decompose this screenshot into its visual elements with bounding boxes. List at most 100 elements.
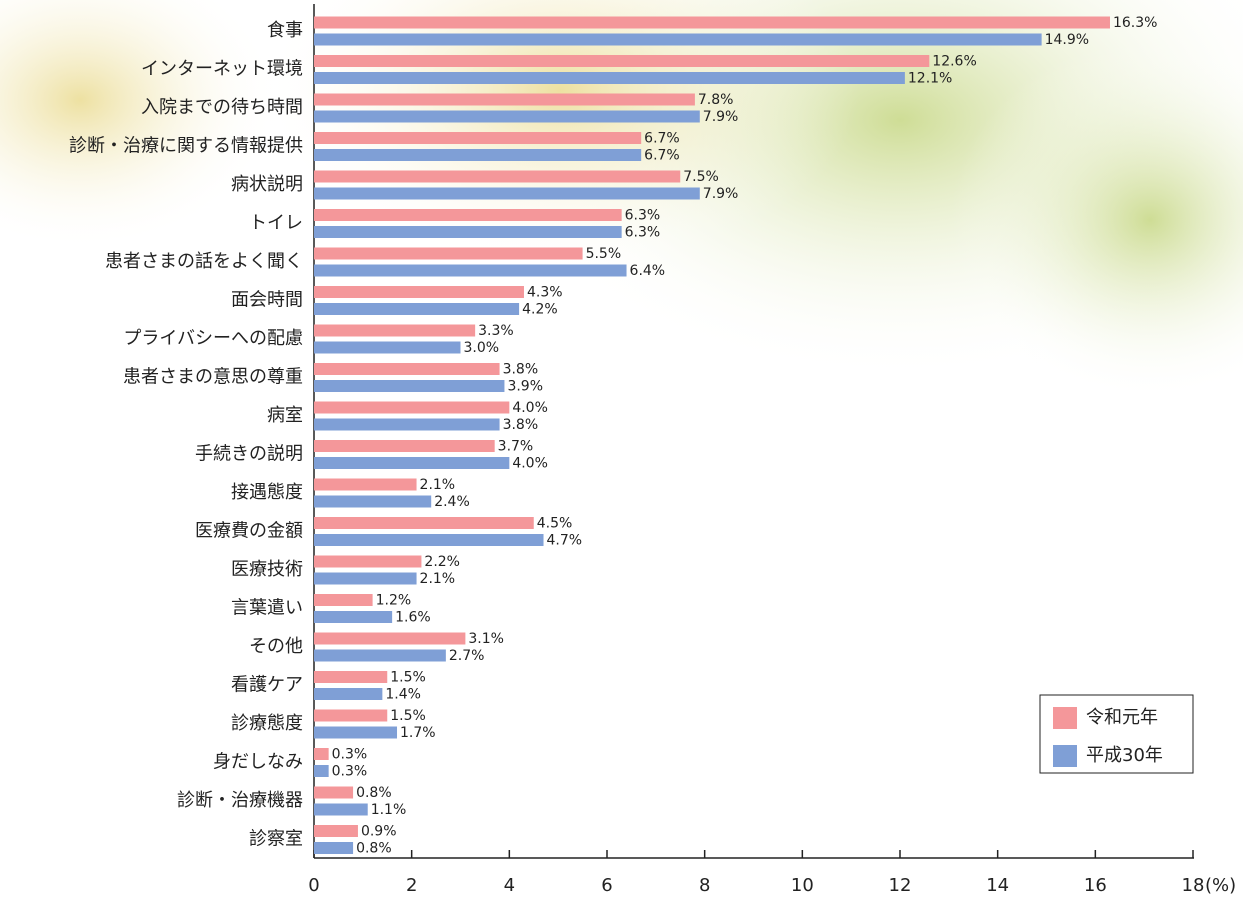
bar: [314, 842, 354, 854]
bar: [314, 457, 510, 469]
value-label: 1.6%: [395, 610, 431, 626]
value-label: 1.1%: [371, 802, 407, 818]
value-label: 12.6%: [932, 54, 976, 70]
category-label: 医療技術: [231, 559, 303, 580]
category-label: 患者さまの意思の尊重: [123, 367, 303, 388]
bar: [314, 825, 358, 837]
category-label: 面会時間: [231, 290, 303, 311]
bar: [314, 649, 446, 662]
value-label: 12.1%: [908, 71, 952, 87]
category-label: 病状説明: [231, 174, 303, 195]
bar: [314, 594, 373, 606]
bar: [314, 709, 388, 722]
x-axis-label: (%): [1205, 875, 1236, 896]
bar: [314, 324, 476, 337]
x-tick-label: 4: [504, 875, 515, 896]
bar: [314, 440, 495, 452]
value-label: 4.0%: [512, 456, 548, 472]
category-label: 患者さまの話をよく聞く: [105, 251, 303, 272]
category-label: 医療費の金額: [195, 521, 303, 542]
legend-label: 令和元年: [1086, 707, 1158, 728]
value-label: 0.3%: [332, 747, 368, 763]
bar: [314, 149, 642, 161]
value-label: 7.9%: [703, 186, 739, 202]
category-label: 食事: [267, 20, 303, 41]
category-label: インターネット環境: [141, 59, 303, 80]
category-label: 手続きの説明: [195, 444, 303, 465]
value-label: 2.7%: [449, 648, 485, 664]
bar: [314, 16, 1110, 29]
x-tick-label: 0: [308, 875, 319, 896]
value-label: 2.1%: [420, 571, 456, 587]
value-label: 6.7%: [644, 148, 680, 164]
category-label: 身だしなみ: [213, 752, 303, 773]
category-label: 言葉遣い: [231, 598, 303, 619]
value-label: 3.8%: [503, 417, 539, 433]
bar: [314, 632, 466, 645]
value-label: 2.4%: [434, 494, 470, 510]
value-label: 6.3%: [625, 208, 661, 224]
x-tick-label: 16: [1084, 875, 1107, 896]
bar: [314, 226, 622, 238]
value-label: 3.1%: [468, 631, 504, 647]
value-label: 2.1%: [420, 477, 456, 493]
bar: [314, 478, 417, 491]
bar: [314, 555, 422, 568]
value-label: 4.5%: [537, 516, 573, 532]
category-label: 看護ケア: [231, 675, 303, 696]
bar: [314, 671, 388, 683]
value-label: 3.9%: [507, 379, 543, 395]
category-label: トイレ: [249, 213, 303, 234]
legend-swatch: [1053, 707, 1077, 729]
value-label: 6.7%: [644, 131, 680, 147]
value-label: 2.2%: [424, 554, 460, 570]
value-label: 7.9%: [703, 109, 739, 125]
category-label: 入院までの待ち時間: [141, 97, 303, 118]
value-label: 0.8%: [356, 841, 392, 857]
category-label: その他: [249, 636, 303, 657]
category-label: 診療態度: [231, 713, 303, 734]
x-tick-label: 18: [1182, 875, 1205, 896]
x-tick-label: 12: [889, 875, 912, 896]
value-label: 3.8%: [503, 362, 539, 378]
x-tick-label: 14: [986, 875, 1009, 896]
bar: [314, 55, 930, 67]
x-tick-label: 6: [601, 875, 612, 896]
bar: [314, 726, 398, 739]
value-label: 1.5%: [390, 670, 426, 686]
value-label: 14.9%: [1045, 32, 1089, 48]
bar: [314, 765, 329, 777]
category-label: 診察室: [249, 829, 303, 850]
bar: [314, 33, 1042, 46]
bar: [314, 286, 524, 298]
bar: [314, 418, 500, 431]
bar: [314, 170, 681, 183]
legend-label: 平成30年: [1086, 745, 1163, 766]
value-label: 1.2%: [376, 593, 412, 609]
value-label: 16.3%: [1113, 15, 1157, 31]
value-label: 7.8%: [698, 92, 734, 108]
bar: [314, 110, 700, 123]
category-label: 診断・治療に関する情報提供: [69, 136, 303, 157]
bar: [314, 572, 417, 585]
bar: [314, 688, 383, 700]
bar: [314, 517, 534, 529]
bar: [314, 495, 432, 508]
value-label: 3.7%: [498, 439, 534, 455]
value-label: 6.3%: [625, 225, 661, 241]
category-label: プライバシーへの配慮: [123, 328, 303, 349]
value-label: 4.3%: [527, 285, 563, 301]
bar: [314, 209, 622, 221]
bar: [314, 132, 642, 144]
bar: [314, 611, 393, 623]
value-label: 1.4%: [385, 687, 421, 703]
bar: [314, 748, 329, 760]
bar: [314, 534, 544, 546]
bar: [314, 363, 500, 375]
bar: [314, 341, 461, 354]
value-label: 1.5%: [390, 708, 426, 724]
bar: [314, 380, 505, 392]
value-label: 4.2%: [522, 302, 558, 318]
value-label: 0.8%: [356, 785, 392, 801]
